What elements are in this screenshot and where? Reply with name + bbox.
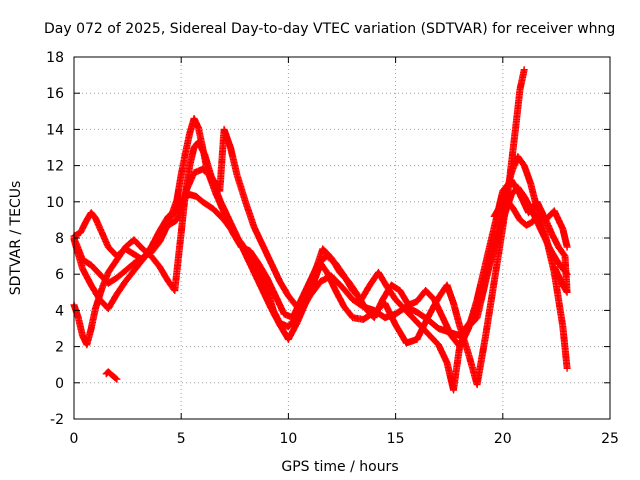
y-tick-label: 0 xyxy=(55,376,64,392)
y-axis-label: SDTVAR / TECUs xyxy=(8,181,24,296)
y-tick-label: 8 xyxy=(55,231,64,247)
y-tick-label: 16 xyxy=(46,86,64,102)
x-axis-label: GPS time / hours xyxy=(281,459,398,475)
series-trace-e xyxy=(102,368,121,383)
y-tick-label: 2 xyxy=(55,340,64,356)
axis-ticks: 0 5 10 15 20 25 -2 0 2 4 6 8 10 12 14 16 18 xyxy=(46,50,619,447)
x-tick-label: 5 xyxy=(177,431,186,447)
x-tick-label: 25 xyxy=(601,431,619,447)
series-markers xyxy=(490,196,571,296)
x-tick-label: 0 xyxy=(70,431,79,447)
chart-title: Day 072 of 2025, Sidereal Day-to-day VTE… xyxy=(44,21,615,37)
y-tick-label: 6 xyxy=(55,267,64,283)
x-tick-label: 20 xyxy=(494,431,512,447)
series-trace-f xyxy=(490,196,571,296)
x-tick-label: 15 xyxy=(387,431,405,447)
y-tick-label: 14 xyxy=(46,122,64,138)
y-tick-label: 12 xyxy=(46,159,64,175)
y-tick-label: 4 xyxy=(55,303,64,319)
y-tick-label: 18 xyxy=(46,50,64,66)
x-tick-label: 10 xyxy=(279,431,297,447)
series-markers xyxy=(102,368,121,383)
y-tick-label: -2 xyxy=(50,412,64,428)
data-points xyxy=(70,66,571,394)
y-tick-label: 10 xyxy=(46,195,64,211)
